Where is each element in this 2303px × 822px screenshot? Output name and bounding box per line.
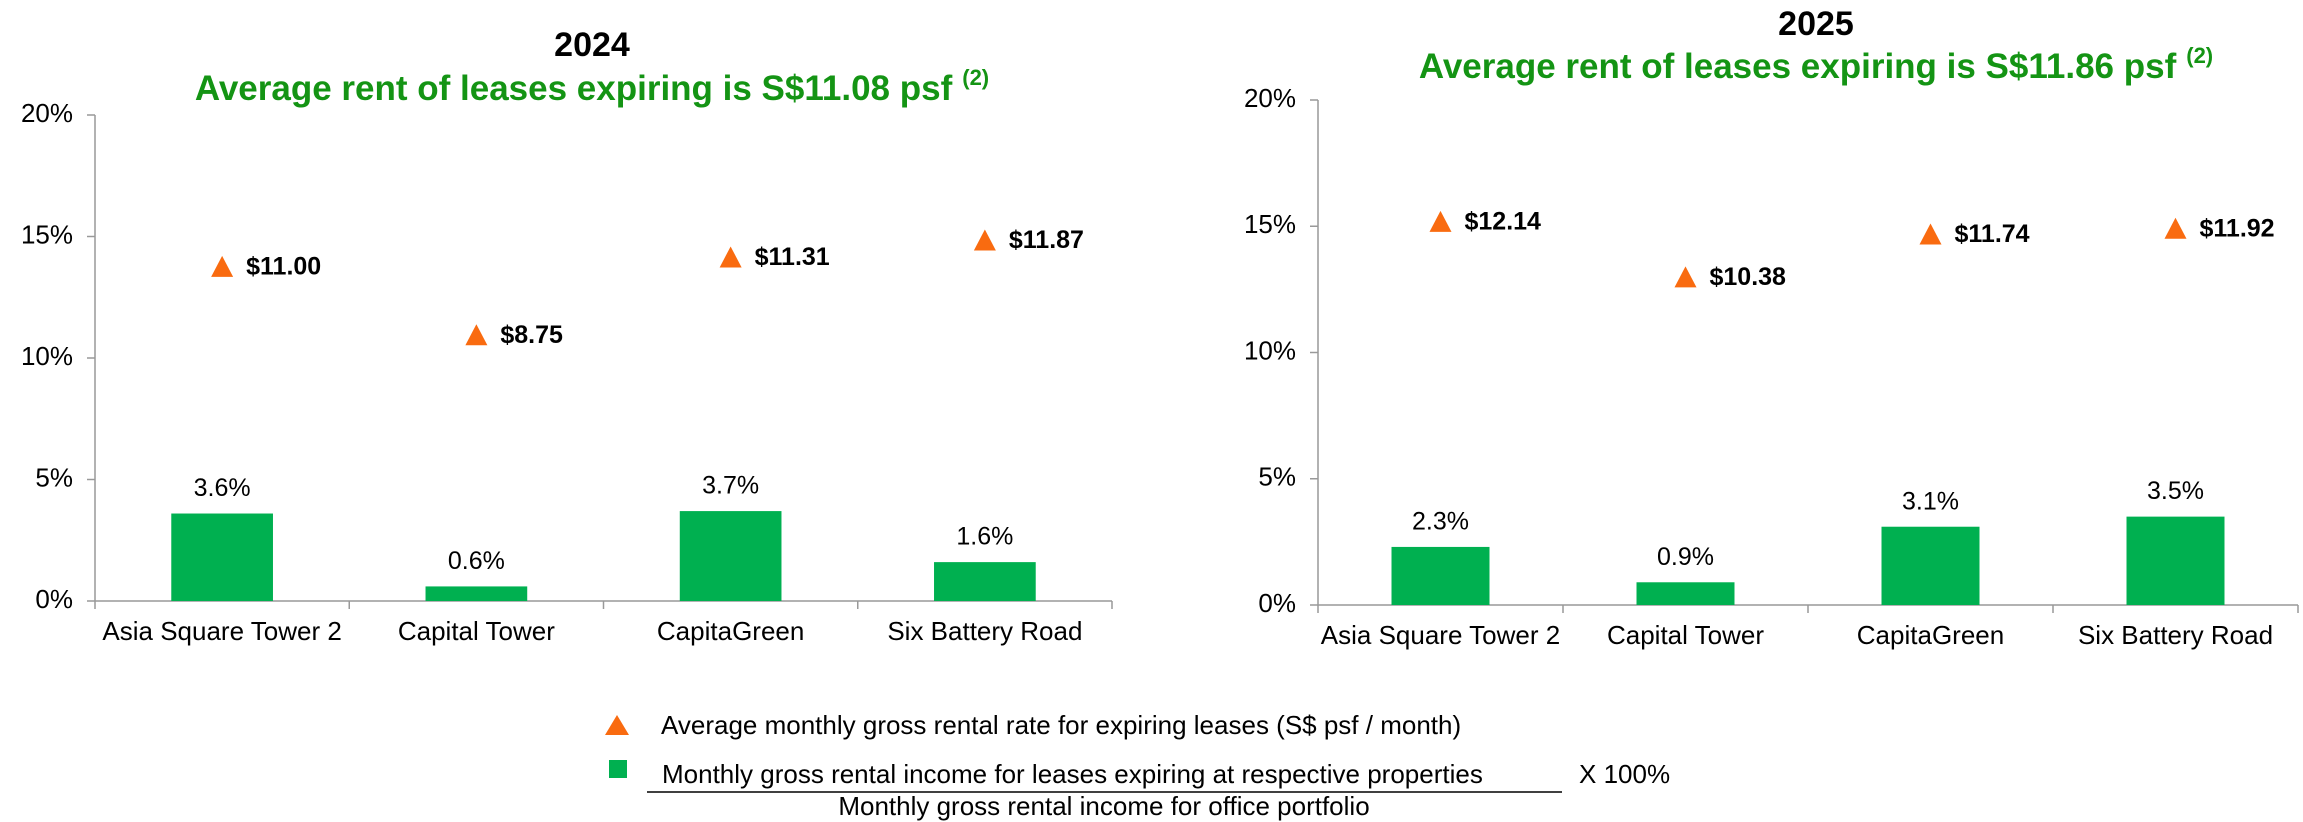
rent-label: $10.38	[1710, 263, 1787, 291]
bar	[2126, 516, 2225, 605]
legend-label: Monthly gross rental income for office p…	[838, 791, 1369, 821]
bar-label: 1.6%	[956, 523, 1013, 551]
rent-label: $11.87	[1009, 226, 1084, 254]
bar-label: 3.5%	[2147, 477, 2204, 505]
y-tick-label: 10%	[1244, 335, 1296, 365]
legend-triangle	[605, 715, 629, 735]
rent-marker	[719, 246, 742, 268]
y-tick-label: 20%	[1244, 83, 1296, 113]
subtitle-text: Average rent of leases expiring is S$11.…	[195, 69, 953, 108]
chart-title: 2025	[1778, 5, 1854, 43]
x-tick-label: Six Battery Road	[2078, 620, 2273, 650]
rent-marker	[1919, 223, 1942, 245]
bar-label: 0.9%	[1657, 543, 1714, 571]
x-tick-label: Asia Square Tower 2	[1321, 620, 1560, 650]
rent-label: $12.14	[1465, 207, 1542, 235]
bar	[171, 513, 273, 601]
bar	[679, 511, 782, 601]
rent-marker	[2164, 217, 2187, 239]
rent-label: $11.92	[2200, 214, 2275, 242]
subtitle-note: (2)	[962, 65, 989, 90]
bar-label: 3.6%	[194, 474, 251, 502]
subtitle-note: (2)	[2186, 43, 2213, 68]
x-tick-label: Asia Square Tower 2	[102, 616, 341, 646]
rent-label: $11.31	[755, 243, 830, 271]
y-tick-label: 20%	[21, 98, 73, 128]
rent-marker	[465, 324, 488, 346]
rent-label: $11.74	[1955, 220, 2030, 248]
bar-label: 0.6%	[448, 547, 505, 575]
rent-marker	[1429, 210, 1452, 232]
rent-label: $8.75	[500, 321, 563, 349]
chart-subtitle: Average rent of leases expiring is S$11.…	[195, 65, 989, 108]
bar	[1881, 526, 1980, 605]
x-tick-label: Capital Tower	[398, 616, 555, 646]
legend-square	[609, 760, 627, 778]
bar-label: 3.7%	[702, 472, 759, 500]
y-tick-label: 5%	[35, 462, 73, 492]
bar	[425, 586, 528, 601]
rent-label: $11.00	[246, 252, 321, 280]
bar-label: 2.3%	[1412, 508, 1469, 536]
y-tick-label: 0%	[35, 584, 73, 614]
bar	[934, 562, 1036, 601]
x-tick-label: Six Battery Road	[887, 616, 1082, 646]
bar	[1391, 546, 1490, 605]
legend-label: Average monthly gross rental rate for ex…	[661, 710, 1461, 740]
x-tick-label: CapitaGreen	[1857, 620, 2004, 650]
rent-marker	[211, 255, 234, 277]
y-tick-label: 5%	[1258, 462, 1296, 492]
y-tick-label: 15%	[21, 219, 73, 249]
bar-label: 3.1%	[1902, 487, 1959, 515]
y-tick-label: 10%	[21, 341, 73, 371]
chart-subtitle: Average rent of leases expiring is S$11.…	[1419, 43, 2213, 86]
chart-title: 2024	[554, 26, 630, 64]
rent-marker	[1674, 266, 1697, 288]
subtitle-text: Average rent of leases expiring is S$11.…	[1419, 47, 2177, 86]
legend-label: Monthly gross rental income for leases e…	[662, 759, 1483, 789]
bar	[1636, 582, 1735, 605]
rent-marker	[973, 229, 996, 251]
y-tick-label: 15%	[1244, 209, 1296, 239]
legend: Average monthly gross rental rate for ex…	[605, 710, 1670, 821]
x-tick-label: Capital Tower	[1607, 620, 1764, 650]
y-tick-label: 0%	[1258, 588, 1296, 618]
legend-label: X 100%	[1579, 759, 1670, 789]
x-tick-label: CapitaGreen	[657, 616, 804, 646]
